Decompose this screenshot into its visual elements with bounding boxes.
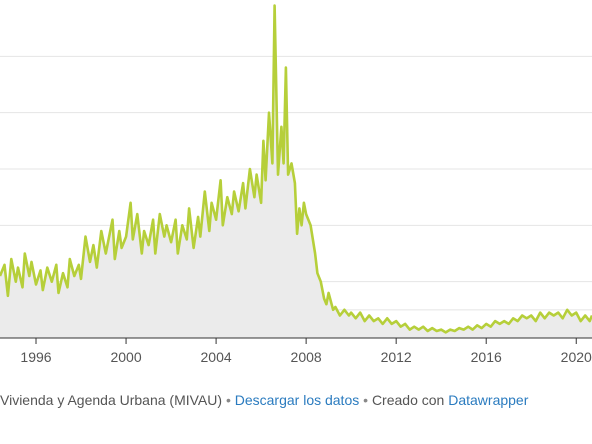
- download-data-link[interactable]: Descargar los datos: [234, 392, 360, 408]
- series-line: [0, 4, 592, 334]
- x-tick-label: 2000: [110, 349, 141, 365]
- source-text: Vivienda y Agenda Urbana (MIVAU): [0, 392, 223, 408]
- datawrapper-link[interactable]: Datawrapper: [448, 392, 529, 408]
- chart-area: 1996 2000 2004 2008 2012 2016 2020: [0, 4, 592, 365]
- x-tick-label: 2004: [201, 349, 232, 365]
- x-tick-label: 2020: [561, 349, 592, 365]
- chart-footer: Vivienda y Agenda Urbana (MIVAU) • Desca…: [0, 392, 528, 408]
- separator: •: [363, 392, 369, 408]
- x-tick-label: 1996: [20, 349, 51, 365]
- separator: •: [225, 392, 231, 408]
- created-with-text: Creado con: [371, 392, 445, 408]
- x-tick-label: 2008: [291, 349, 322, 365]
- series-area: [0, 5, 592, 338]
- x-tick-label: 2016: [471, 349, 502, 365]
- x-tick-label: 2012: [381, 349, 412, 365]
- x-axis-ticks: 1996 2000 2004 2008 2012 2016 2020: [20, 338, 592, 365]
